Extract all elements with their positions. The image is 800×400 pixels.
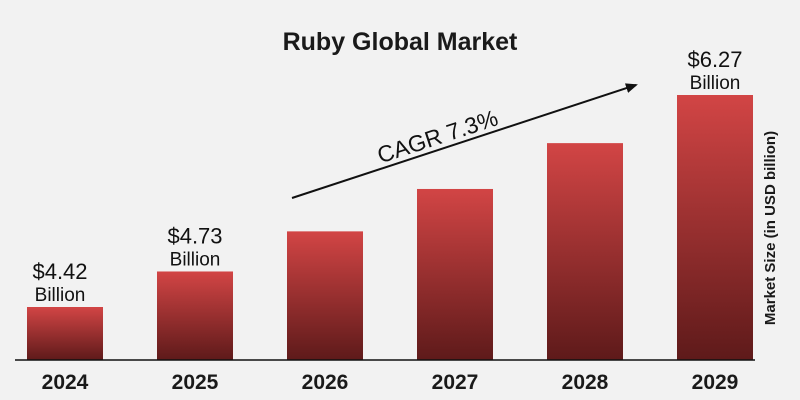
chart-title: Ruby Global Market: [283, 28, 518, 56]
x-tick-labels: 2024 2025 2026 2027 2028 2029: [42, 371, 739, 394]
bar-2026: [287, 231, 363, 360]
cagr-arrow: [291, 83, 638, 199]
bar-2029: [677, 95, 753, 360]
x-tick-2026: 2026: [302, 371, 349, 394]
y-axis-label: Market Size (in USD billion): [762, 131, 779, 325]
data-label-unit-2024: Billion: [35, 285, 86, 306]
x-tick-2029: 2029: [692, 371, 739, 394]
bar-2024: [27, 307, 103, 360]
bar-2027: [417, 188, 493, 360]
x-tick-2028: 2028: [562, 371, 609, 394]
x-tick-2027: 2027: [432, 371, 479, 394]
data-label-unit-2025: Billion: [170, 249, 221, 270]
bar-2028: [547, 143, 623, 360]
data-label-unit-2029: Billion: [690, 73, 741, 94]
bar-2025: [157, 271, 233, 360]
data-label-value-2029: $6.27: [687, 47, 742, 72]
data-label-value-2025: $4.73: [167, 223, 222, 248]
x-tick-2025: 2025: [172, 371, 219, 394]
bars-group: [27, 95, 753, 360]
x-tick-2024: 2024: [42, 371, 89, 394]
data-label-value-2024: $4.42: [32, 259, 87, 284]
